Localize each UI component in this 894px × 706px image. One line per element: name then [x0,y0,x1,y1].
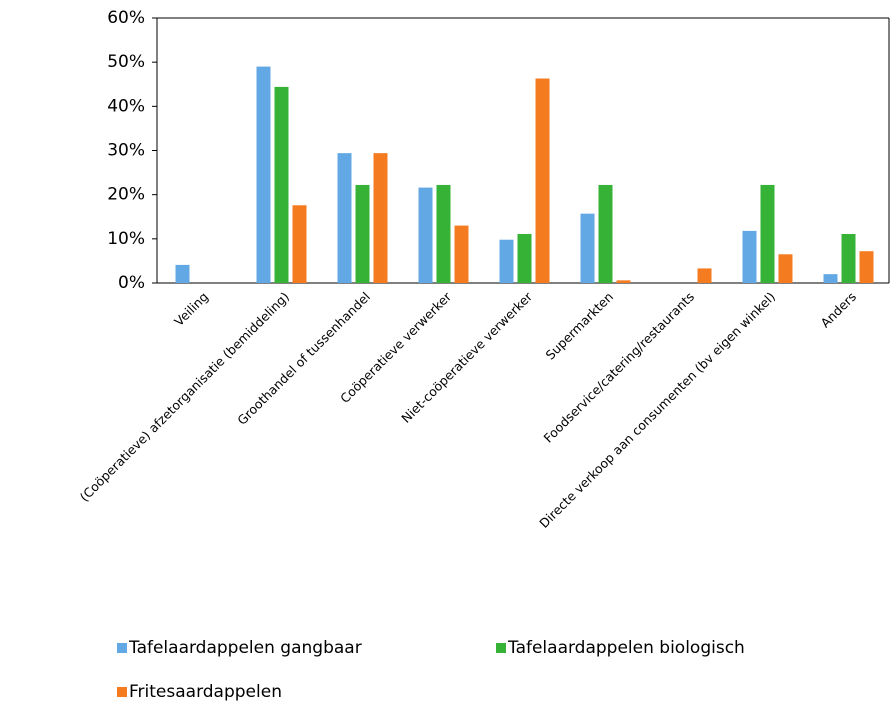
bar [274,86,289,284]
y-tick-label: 40% [107,96,145,116]
bar [841,233,856,283]
x-tick-label: Supermarkten [542,289,616,363]
bar [355,184,370,283]
y-tick-label: 60% [107,8,145,28]
bar [697,268,712,283]
bar [580,213,595,283]
legend-label: Tafelaardappelen biologisch [507,638,745,658]
y-tick-label: 50% [107,52,145,72]
bar [616,280,631,283]
bar [598,184,613,283]
y-tick-label: 0% [118,273,145,293]
x-tick-label: Groothandel of tussenhandel [234,289,373,428]
bar [859,251,874,283]
legend-swatch [117,687,127,697]
y-tick-label: 20% [107,185,145,205]
legend-label: Tafelaardappelen gangbaar [128,638,362,658]
legend-swatch [496,643,506,653]
y-tick-label: 10% [107,229,145,249]
bar [778,254,793,283]
bar [760,184,775,283]
y-tick-label: 30% [107,141,145,161]
bar [373,153,388,283]
bar [454,225,469,283]
bar [292,205,307,283]
x-tick-label: Veiling [171,289,211,329]
bar [256,66,271,283]
bar [823,274,838,283]
legend-label: Fritesaardappelen [129,682,282,702]
bar [337,153,352,283]
bar [175,264,190,283]
bar [517,233,532,283]
bar [535,78,550,283]
x-tick-label: Niet-coöperatieve verwerker [398,288,535,425]
x-tick-label: Anders [818,289,860,331]
bar [742,230,757,283]
legend-swatch [117,643,127,653]
bar [436,184,451,283]
x-tick-label: Foodservice/catering/restaurants [541,289,698,446]
bar [418,187,433,283]
bar [499,239,514,283]
